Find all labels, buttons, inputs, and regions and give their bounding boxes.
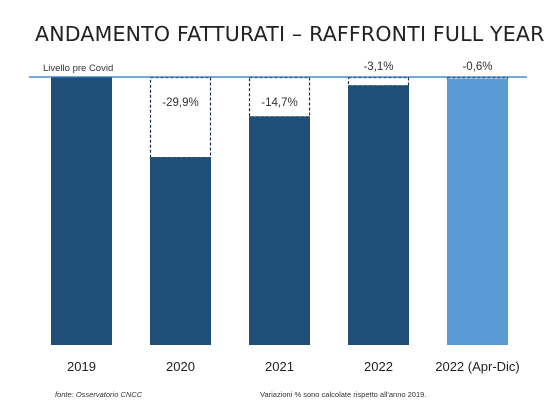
- variation-note: Variazioni % sono calcolate rispetto all…: [260, 390, 427, 399]
- bar-2020: [150, 157, 211, 345]
- tick-label: 2019: [67, 359, 96, 374]
- reference-line-label: Livello pre Covid: [43, 63, 113, 74]
- delta-label: -29,9%: [162, 97, 198, 109]
- bar-2019: [51, 77, 112, 345]
- delta-label: -3,1%: [363, 61, 393, 73]
- chart-title: ANDAMENTO FATTURATI – RAFFRONTI FULL YEA…: [35, 22, 545, 46]
- tick-label: 2020: [166, 359, 195, 374]
- tick-label: 2022: [364, 359, 393, 374]
- delta-label: -0,6%: [462, 61, 492, 73]
- bar-2022-apr-dic-: [447, 78, 508, 345]
- bar-2021: [249, 116, 310, 346]
- bar-2022: [348, 85, 409, 346]
- tick-label: 2022 (Apr-Dic): [435, 359, 520, 374]
- tick-label: 2021: [265, 359, 294, 374]
- gap-outline-2022: [347, 76, 410, 87]
- gap-outline-2020: [149, 76, 212, 159]
- source-note: fonte: Osservatorio CNCC: [55, 390, 143, 399]
- delta-label: -14,7%: [261, 97, 297, 109]
